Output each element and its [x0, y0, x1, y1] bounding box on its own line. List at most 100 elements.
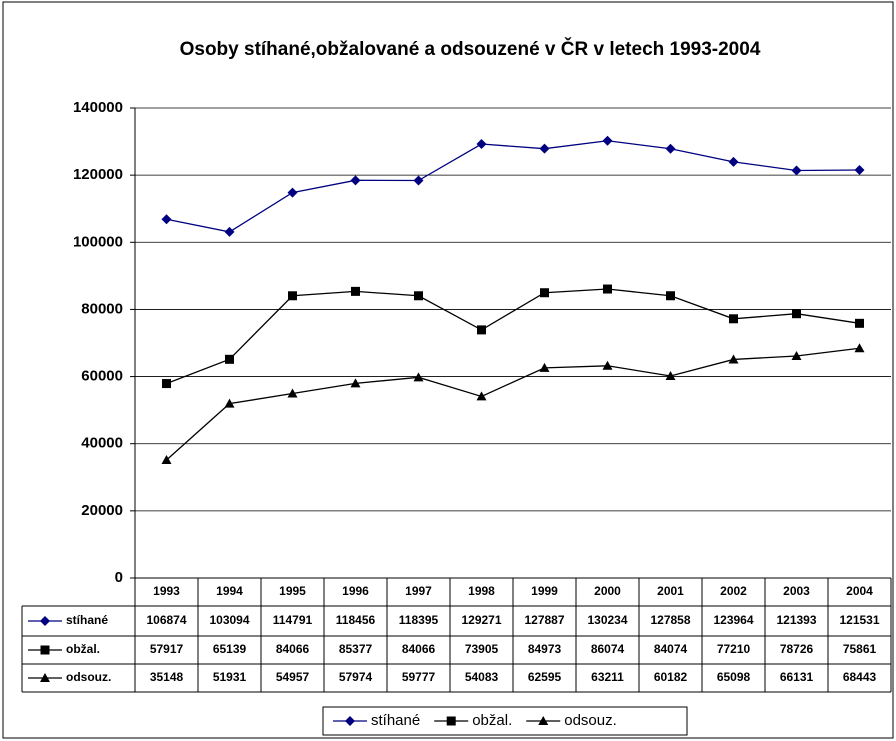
x-tick-label: 1997 [405, 584, 432, 598]
y-tick-label: 140000 [73, 99, 123, 116]
table-cell: 84066 [276, 642, 310, 656]
data-point [413, 175, 424, 186]
table-cell: 75861 [843, 642, 877, 656]
data-point [854, 165, 865, 176]
data-point [855, 318, 864, 328]
table-row-label: odsouz. [66, 670, 111, 684]
data-point [476, 139, 487, 150]
series-line [166, 140, 860, 233]
table-cell: 118456 [336, 613, 376, 627]
data-point [350, 175, 361, 186]
x-tick-label: 2000 [594, 584, 621, 598]
data-point [224, 398, 235, 408]
table-cell: 62595 [528, 670, 562, 684]
legend-marker [345, 716, 355, 726]
y-tick-label: 60000 [81, 368, 123, 385]
y-tick-label: 120000 [73, 166, 123, 183]
table-legend-marker [40, 616, 50, 626]
table-cell: 78726 [780, 642, 814, 656]
table-cell: 84066 [402, 642, 436, 656]
table-cell: 57917 [150, 642, 184, 656]
data-point [603, 284, 612, 294]
x-tick-label: 2001 [657, 584, 684, 598]
table-cell: 77210 [717, 642, 751, 656]
data-point [666, 291, 675, 301]
y-tick-label: 100000 [73, 233, 123, 250]
table-cell: 57974 [339, 670, 373, 684]
data-point [539, 362, 550, 372]
y-tick-label: 20000 [81, 502, 123, 519]
data-point [602, 360, 613, 370]
data-point [791, 165, 802, 176]
data-point [792, 309, 801, 319]
table-cell: 73905 [465, 642, 499, 656]
table-cell: 121531 [839, 613, 879, 627]
series-line [166, 288, 860, 385]
table-cell: 65098 [717, 670, 751, 684]
data-point [287, 388, 298, 398]
x-tick-label: 2003 [783, 584, 810, 598]
table-cell: 129271 [461, 613, 501, 627]
data-point [728, 354, 739, 364]
x-tick-label: 1999 [531, 584, 558, 598]
data-point [476, 391, 487, 401]
data-point [477, 325, 486, 335]
data-point [287, 187, 298, 198]
table-row-label: stíhané [66, 613, 108, 627]
data-point [225, 354, 234, 364]
table-cell: 123964 [713, 613, 753, 627]
data-point [350, 378, 361, 388]
table-cell: 51931 [213, 670, 247, 684]
legend-box [322, 706, 688, 736]
data-point [602, 135, 613, 146]
y-tick-label: 0 [115, 569, 123, 586]
data-point [414, 291, 423, 301]
table-cell: 85377 [339, 642, 373, 656]
series-line [166, 347, 860, 461]
table-cell: 103094 [209, 613, 249, 627]
table-cell: 66131 [780, 670, 814, 684]
legend-label: obžal. [472, 712, 512, 729]
x-tick-label: 2004 [846, 584, 873, 598]
x-tick-label: 1995 [279, 584, 306, 598]
table-legend-marker [40, 673, 50, 682]
data-point [288, 291, 297, 301]
table-cell: 84074 [654, 642, 688, 656]
table-cell: 63211 [591, 670, 624, 684]
x-tick-label: 1996 [342, 584, 369, 598]
y-tick-label: 40000 [81, 435, 123, 452]
table-cell: 127887 [524, 613, 564, 627]
data-point [539, 143, 550, 154]
table-cell: 54957 [276, 670, 310, 684]
table-cell: 35148 [150, 670, 184, 684]
data-point [224, 226, 235, 237]
data-point [728, 156, 739, 167]
legend-marker [538, 716, 549, 725]
x-tick-label: 2002 [720, 584, 747, 598]
data-point [162, 379, 171, 389]
x-tick-label: 1993 [153, 584, 180, 598]
table-cell: 86074 [591, 642, 625, 656]
legend-label: stíhané [371, 712, 420, 729]
data-point [351, 286, 360, 296]
legend-label: odsouz. [564, 712, 617, 729]
table-cell: 60182 [654, 670, 688, 684]
data-point [665, 370, 676, 380]
table-cell: 118395 [399, 613, 439, 627]
legend-marker [446, 716, 456, 726]
table-cell: 65139 [213, 642, 247, 656]
table-row-label: obžal. [66, 642, 100, 656]
table-cell: 54083 [465, 670, 499, 684]
data-point [161, 214, 172, 225]
x-tick-label: 1994 [216, 584, 243, 598]
x-tick-label: 1998 [468, 584, 495, 598]
table-cell: 121393 [776, 613, 816, 627]
data-point [665, 143, 676, 154]
table-cell: 130234 [587, 613, 627, 627]
table-cell: 59777 [402, 670, 436, 684]
data-point [854, 343, 865, 353]
chart-title: Osoby stíhané,obžalované a odsouzené v Č… [180, 38, 761, 60]
data-point [791, 350, 802, 360]
